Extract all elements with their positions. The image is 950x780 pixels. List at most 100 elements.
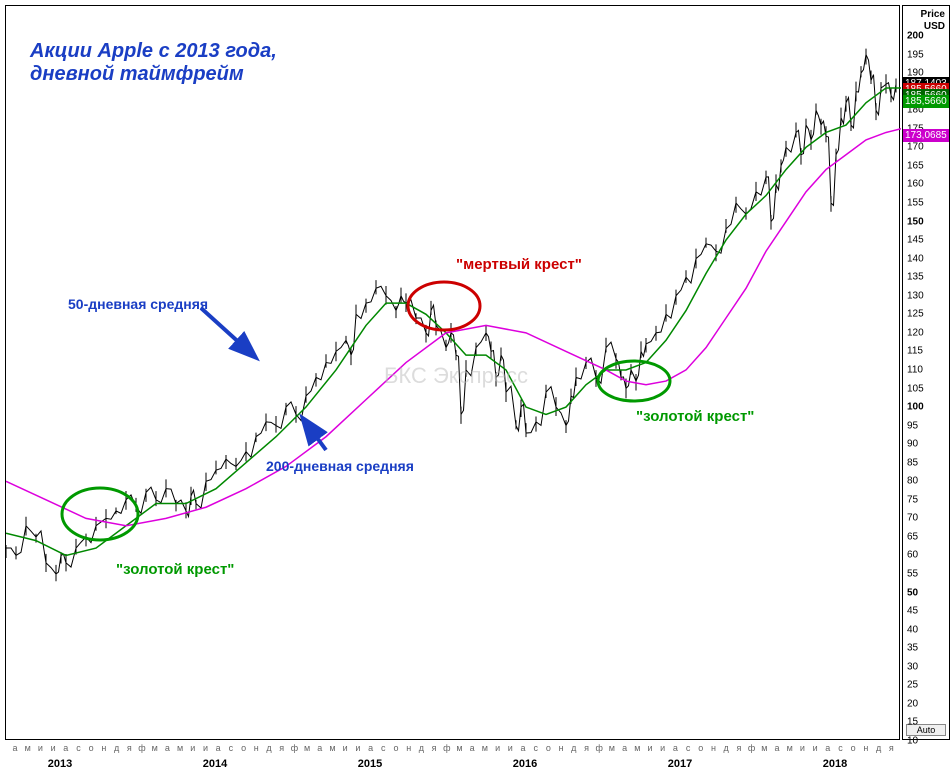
month-label: н <box>254 743 259 753</box>
month-label: м <box>456 743 462 753</box>
year-label: 2015 <box>358 758 382 770</box>
y-tick-label: 145 <box>907 235 924 246</box>
month-label: с <box>76 743 81 753</box>
month-label: и <box>800 743 805 753</box>
year-label: 2013 <box>48 758 72 770</box>
y-tick-label: 45 <box>907 606 918 617</box>
y-tick-label: 60 <box>907 550 918 561</box>
month-label: н <box>406 743 411 753</box>
month-label: д <box>571 743 576 753</box>
month-label: я <box>432 743 437 753</box>
y-tick-label: 110 <box>907 364 923 375</box>
y-tick-label: 50 <box>907 587 918 598</box>
y-tick-label: 65 <box>907 531 918 542</box>
month-label: я <box>736 743 741 753</box>
month-label: а <box>622 743 627 753</box>
month-label: м <box>761 743 767 753</box>
stock-chart: Акции Apple с 2013 года, дневной таймфре… <box>0 0 950 780</box>
month-label: м <box>634 743 640 753</box>
month-label: ф <box>595 743 602 753</box>
month-label: и <box>495 743 500 753</box>
month-label: я <box>889 743 894 753</box>
y-tick-label: 90 <box>907 439 918 450</box>
month-label: м <box>25 743 31 753</box>
year-label: 2017 <box>668 758 692 770</box>
month-label: с <box>533 743 538 753</box>
y-tick-label: 85 <box>907 457 918 468</box>
y-tick-label: 115 <box>907 346 923 357</box>
y-tick-label: 55 <box>907 569 918 580</box>
month-label: и <box>647 743 652 753</box>
chart-svg <box>6 6 901 741</box>
chart-annotation: "золотой крест" <box>636 408 754 425</box>
title-line-1: Акции Apple с 2013 года, <box>30 40 277 63</box>
month-label: м <box>482 743 488 753</box>
month-label: а <box>63 743 68 753</box>
month-label: н <box>711 743 716 753</box>
month-label: и <box>51 743 56 753</box>
month-label: м <box>329 743 335 753</box>
y-tick-label: 20 <box>907 698 918 709</box>
month-label: ф <box>138 743 145 753</box>
y-axis: Price USD Auto 2001951901851801751701651… <box>902 5 950 740</box>
month-label: я <box>584 743 589 753</box>
month-label: а <box>165 743 170 753</box>
y-tick-label: 120 <box>907 327 924 338</box>
month-label: о <box>546 743 551 753</box>
price-indicator: 185,5660 <box>903 95 949 108</box>
month-label: о <box>698 743 703 753</box>
axis-title: Price <box>921 9 945 20</box>
month-label: с <box>686 743 691 753</box>
year-label: 2016 <box>513 758 537 770</box>
month-label: н <box>863 743 868 753</box>
month-label: м <box>177 743 183 753</box>
y-tick-label: 170 <box>907 142 924 153</box>
chart-annotation: "мертвый крест" <box>456 256 582 273</box>
y-tick-label: 95 <box>907 420 918 431</box>
y-tick-label: 135 <box>907 272 924 283</box>
y-tick-label: 140 <box>907 253 924 264</box>
month-label: ф <box>443 743 450 753</box>
y-tick-label: 30 <box>907 661 918 672</box>
y-tick-label: 10 <box>907 736 918 747</box>
y-tick-label: 195 <box>907 49 924 60</box>
chart-annotation: 200-дневная средняя <box>266 458 414 474</box>
y-tick-label: 105 <box>907 383 924 394</box>
month-label: д <box>876 743 881 753</box>
month-label: а <box>673 743 678 753</box>
month-label: а <box>825 743 830 753</box>
month-label: о <box>89 743 94 753</box>
month-label: а <box>774 743 779 753</box>
month-label: ф <box>748 743 755 753</box>
y-tick-label: 125 <box>907 309 924 320</box>
month-label: и <box>343 743 348 753</box>
month-label: м <box>304 743 310 753</box>
y-tick-label: 75 <box>907 494 918 505</box>
y-tick-label: 100 <box>907 402 924 413</box>
month-label: я <box>279 743 284 753</box>
y-tick-label: 160 <box>907 179 924 190</box>
month-label: а <box>470 743 475 753</box>
month-label: и <box>190 743 195 753</box>
month-label: и <box>203 743 208 753</box>
month-label: н <box>101 743 106 753</box>
y-tick-label: 150 <box>907 216 924 227</box>
month-label: м <box>609 743 615 753</box>
month-label: и <box>660 743 665 753</box>
month-label: а <box>317 743 322 753</box>
y-tick-label: 15 <box>907 717 918 728</box>
month-label: м <box>152 743 158 753</box>
year-label: 2014 <box>203 758 227 770</box>
y-tick-label: 35 <box>907 643 918 654</box>
month-label: и <box>355 743 360 753</box>
month-label: д <box>724 743 729 753</box>
month-label: о <box>851 743 856 753</box>
chart-annotation: 50-дневная средняя <box>68 296 208 312</box>
month-label: и <box>813 743 818 753</box>
y-tick-label: 40 <box>907 624 918 635</box>
y-tick-label: 165 <box>907 160 924 171</box>
month-label: ф <box>291 743 298 753</box>
y-tick-label: 200 <box>907 31 924 42</box>
month-label: а <box>368 743 373 753</box>
x-axis: амииасондяфмамииасондяфмамииасондяфмамии… <box>5 740 900 780</box>
